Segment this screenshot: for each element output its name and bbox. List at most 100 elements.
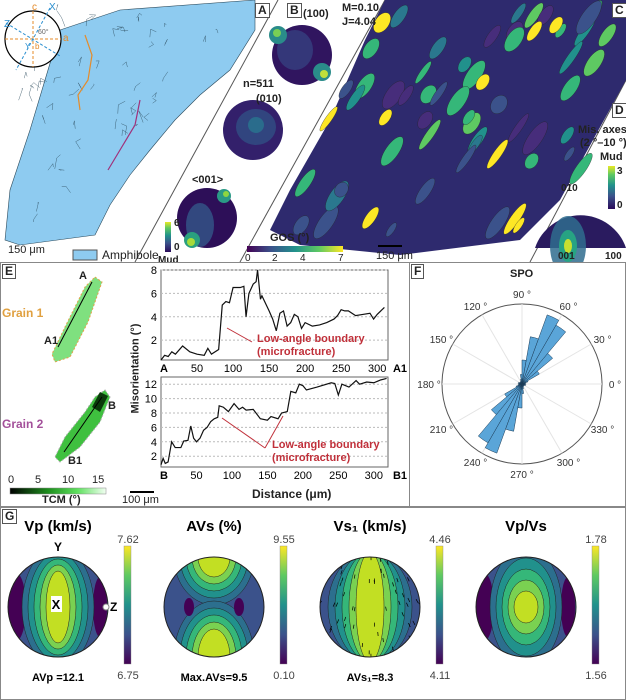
colorbar-min: 4.11	[430, 670, 451, 682]
rose-angle-label: 90 °	[513, 290, 531, 301]
rose-angle-label: 240 °	[464, 458, 487, 469]
scale-label-c: 150 μm	[376, 250, 413, 262]
gos-map	[270, 0, 626, 255]
grain1-map	[51, 276, 103, 363]
axis-001-label: 001	[558, 251, 575, 262]
gos-tick: 0	[245, 253, 251, 264]
point-b1-label: B1	[68, 455, 83, 467]
grain2-outline	[107, 99, 141, 171]
x-tick-label: 300	[368, 363, 386, 375]
rose-angle-label: 60 °	[560, 302, 578, 313]
tcm-label: TCM (°)	[42, 494, 81, 506]
tcm-tick: 0	[8, 474, 15, 486]
divider-ab	[134, 0, 279, 262]
grain-patch	[292, 215, 310, 236]
tcm-tick: 15	[92, 474, 105, 486]
grain-patch	[526, 21, 543, 41]
rose-angle-label: 120 °	[464, 302, 487, 313]
grain-patch	[390, 4, 409, 28]
mud-min-b: 0	[174, 242, 180, 253]
panel-label-d: D	[612, 103, 626, 118]
amphibole-legend-label: Amphibole	[102, 248, 159, 262]
grain-patch	[560, 75, 581, 101]
panel-label-f: F	[411, 264, 425, 279]
grain-patch	[294, 169, 316, 197]
grain-patch	[524, 153, 539, 169]
grain-patch	[362, 38, 380, 59]
rose-angle-label: 300 °	[557, 458, 580, 469]
colorbar	[123, 545, 132, 665]
annotation-2b: (microfracture)	[272, 452, 351, 464]
grain2-label: Grain 2	[2, 417, 44, 431]
n-count: n=511	[243, 78, 274, 90]
pf-100-label: (100)	[303, 8, 329, 20]
scale-label-e: 100 μm	[122, 494, 159, 506]
tcm-tick: 5	[35, 474, 42, 486]
seismic-property-plots: Vp (km/s) 7.62 6.75 AVp =12.1 AVs (%) 9.55 0.1…	[7, 518, 607, 684]
grain-patch	[373, 12, 391, 33]
grain-patch	[490, 95, 508, 114]
annotation-1a: Low-angle boundary	[257, 333, 365, 345]
profile-a-a1	[57, 281, 93, 348]
grain-patch	[560, 126, 575, 144]
scale-label-a: 150 μm	[8, 244, 45, 256]
rose-bar	[505, 383, 523, 432]
y-tick-label: 6	[151, 422, 157, 434]
rose-spoke	[521, 383, 592, 425]
grain-patch	[522, 121, 548, 155]
tcm-colorbar	[9, 487, 107, 495]
compass-angle: 60°	[38, 29, 49, 36]
grain-patch	[483, 25, 501, 48]
mis-axes-title: Mis. axes	[578, 124, 626, 136]
grain-patch	[455, 144, 477, 173]
x-tick-label: 200	[296, 363, 314, 375]
divider-bc	[239, 0, 386, 262]
rose-title: SPO	[510, 268, 534, 280]
y-tick-label: 4	[151, 437, 157, 449]
rose-angle-label: 330 °	[591, 425, 614, 436]
rose-angle-label: 0 °	[609, 380, 621, 391]
x-tick-label: A1	[393, 363, 407, 375]
axis-100-label: 100	[605, 251, 622, 262]
axis-x-label: X	[52, 597, 61, 612]
y-tick-label: 2	[151, 335, 157, 347]
rose-bar	[521, 314, 560, 385]
x-tick-label: 200	[294, 470, 312, 482]
grain-patch	[569, 153, 593, 185]
seismic-pole-figure	[475, 556, 577, 658]
rose-angle-label: 30 °	[594, 335, 612, 346]
compass-stereonet	[4, 7, 62, 71]
gos-tick: 2	[272, 253, 278, 264]
rose-angle-label: 150 °	[430, 335, 453, 346]
mis-axes-range: (2 °–10 °)	[580, 137, 626, 149]
colorbar-max: 1.78	[585, 534, 606, 546]
rose-bar	[484, 383, 523, 454]
m-index: M=0.10	[342, 2, 379, 14]
amphibole-map	[4, 0, 256, 246]
colorbar	[435, 545, 444, 665]
x-tick-label: A	[160, 363, 168, 375]
panel-label-b: B	[287, 3, 302, 18]
grain-patch	[598, 23, 617, 47]
x-tick-label: 250	[332, 363, 350, 375]
amphibole-legend-swatch	[72, 249, 98, 261]
colorbar-min: 1.56	[585, 670, 606, 682]
grain-patch	[524, 2, 544, 29]
point-b-label: B	[108, 400, 116, 412]
x-tick-label: 50	[191, 363, 203, 375]
point-a1-label: A1	[44, 335, 59, 347]
grain-patch	[334, 181, 349, 198]
point-a-label: A	[79, 270, 87, 282]
x-tick-label: B1	[393, 470, 407, 482]
gos-colorbar	[247, 246, 343, 252]
annotation-2a: Low-angle boundary	[272, 439, 380, 451]
grain-patch	[510, 3, 527, 24]
rose-bar	[521, 383, 526, 385]
plot-title: Vp/Vs	[505, 518, 547, 535]
grain-patch	[504, 26, 525, 52]
panel-label-a: A	[255, 3, 270, 18]
colorbar-max: 9.55	[273, 534, 294, 546]
grain-patch	[418, 119, 441, 150]
y-tick-label: 10	[145, 394, 157, 406]
grain-patch	[559, 41, 583, 75]
